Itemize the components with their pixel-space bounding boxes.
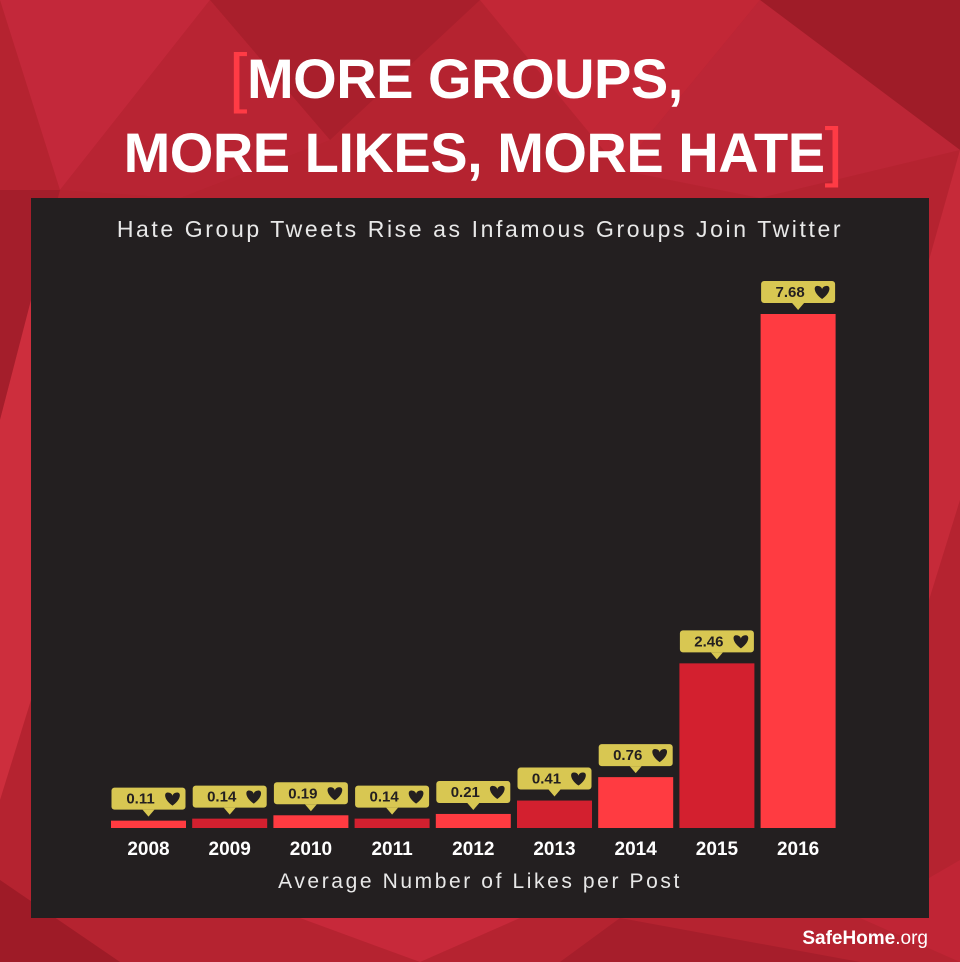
data-label-2009: 0.14: [192, 785, 267, 815]
heart-icon: [489, 785, 505, 799]
bar-2015: [679, 663, 755, 828]
brand-suffix: .org: [895, 928, 928, 949]
data-label-value: 0.19: [288, 785, 317, 802]
headline-line-1: [MORE GROUPS,: [0, 40, 960, 114]
x-tick-label-2010: 2010: [290, 839, 332, 860]
brand-logo: SafeHome.org: [802, 928, 928, 950]
bar-2013: [517, 800, 592, 828]
x-tick-label-2013: 2013: [533, 839, 575, 860]
data-label-2016: 7.68: [761, 281, 836, 310]
data-label-value: 0.41: [532, 771, 561, 788]
heart-icon: [246, 790, 262, 804]
headline-line-2-text: MORE LIKES, MORE HATE: [123, 121, 825, 184]
x-axis-label: Average Number of Likes per Post: [278, 870, 682, 893]
x-tick-label-2008: 2008: [127, 839, 169, 860]
heart-icon: [733, 635, 749, 649]
data-label-2012: 0.21: [436, 780, 511, 810]
headline-line-2: MORE LIKES, MORE HATE]: [0, 114, 960, 188]
data-label-pointer: [710, 652, 723, 660]
heart-icon: [814, 285, 830, 299]
bar-2014: [598, 777, 674, 828]
headline-close-bracket: ]: [824, 114, 843, 188]
data-label-pointer: [792, 303, 805, 310]
headline-line-1-text: MORE GROUPS,: [247, 47, 683, 110]
data-label-value: 0.21: [451, 784, 480, 801]
chart-title: Hate Group Tweets Rise as Infamous Group…: [116, 216, 844, 242]
bar-2016: [760, 314, 836, 828]
bar-chart: 0.11 2008 0.14 2009 0.19 2010 0.14 2011 0.21 2012…: [111, 281, 836, 860]
data-label-value: 0.14: [369, 789, 399, 806]
bar-2011: [354, 818, 430, 828]
x-tick-label-2009: 2009: [209, 839, 251, 860]
data-label-2015: 2.46: [679, 630, 754, 660]
x-tick-label-2014: 2014: [615, 839, 658, 860]
data-label-value: 7.68: [775, 284, 804, 301]
data-label-2008: 0.11: [111, 787, 186, 817]
data-label-value: 0.11: [126, 791, 154, 808]
data-label-2011: 0.14: [355, 785, 430, 815]
data-label-pointer: [142, 809, 155, 817]
x-tick-label-2011: 2011: [371, 839, 413, 860]
bar-2009: [192, 818, 268, 828]
data-label-pointer: [629, 766, 642, 774]
data-label-value: 2.46: [694, 633, 723, 650]
headline: [MORE GROUPS, MORE LIKES, MORE HATE]: [0, 40, 960, 188]
data-label-pointer: [223, 807, 236, 815]
data-label-pointer: [548, 789, 561, 797]
heart-icon: [571, 772, 586, 786]
heart-icon: [165, 792, 180, 806]
data-label-pointer: [304, 804, 317, 812]
bar-2010: [273, 815, 349, 828]
heart-icon: [408, 790, 424, 804]
x-tick-label-2016: 2016: [777, 839, 819, 860]
data-label-value: 0.76: [613, 747, 642, 764]
heart-icon: [652, 749, 668, 763]
bar-2012: [435, 813, 511, 828]
brand-name: SafeHome: [802, 928, 896, 949]
data-label-pointer: [467, 802, 480, 810]
bar-2008: [111, 820, 186, 828]
data-label-2013: 0.41: [517, 767, 592, 797]
x-tick-label-2012: 2012: [452, 839, 494, 860]
chart-panel: Hate Group Tweets Rise as Infamous Group…: [31, 198, 929, 918]
data-label-2014: 0.76: [598, 744, 673, 774]
x-tick-label-2015: 2015: [696, 839, 739, 860]
data-label-pointer: [386, 807, 399, 815]
data-label-value: 0.14: [207, 789, 237, 806]
heart-icon: [327, 787, 343, 801]
data-label-2010: 0.19: [273, 782, 348, 812]
headline-open-bracket: [: [229, 40, 247, 114]
